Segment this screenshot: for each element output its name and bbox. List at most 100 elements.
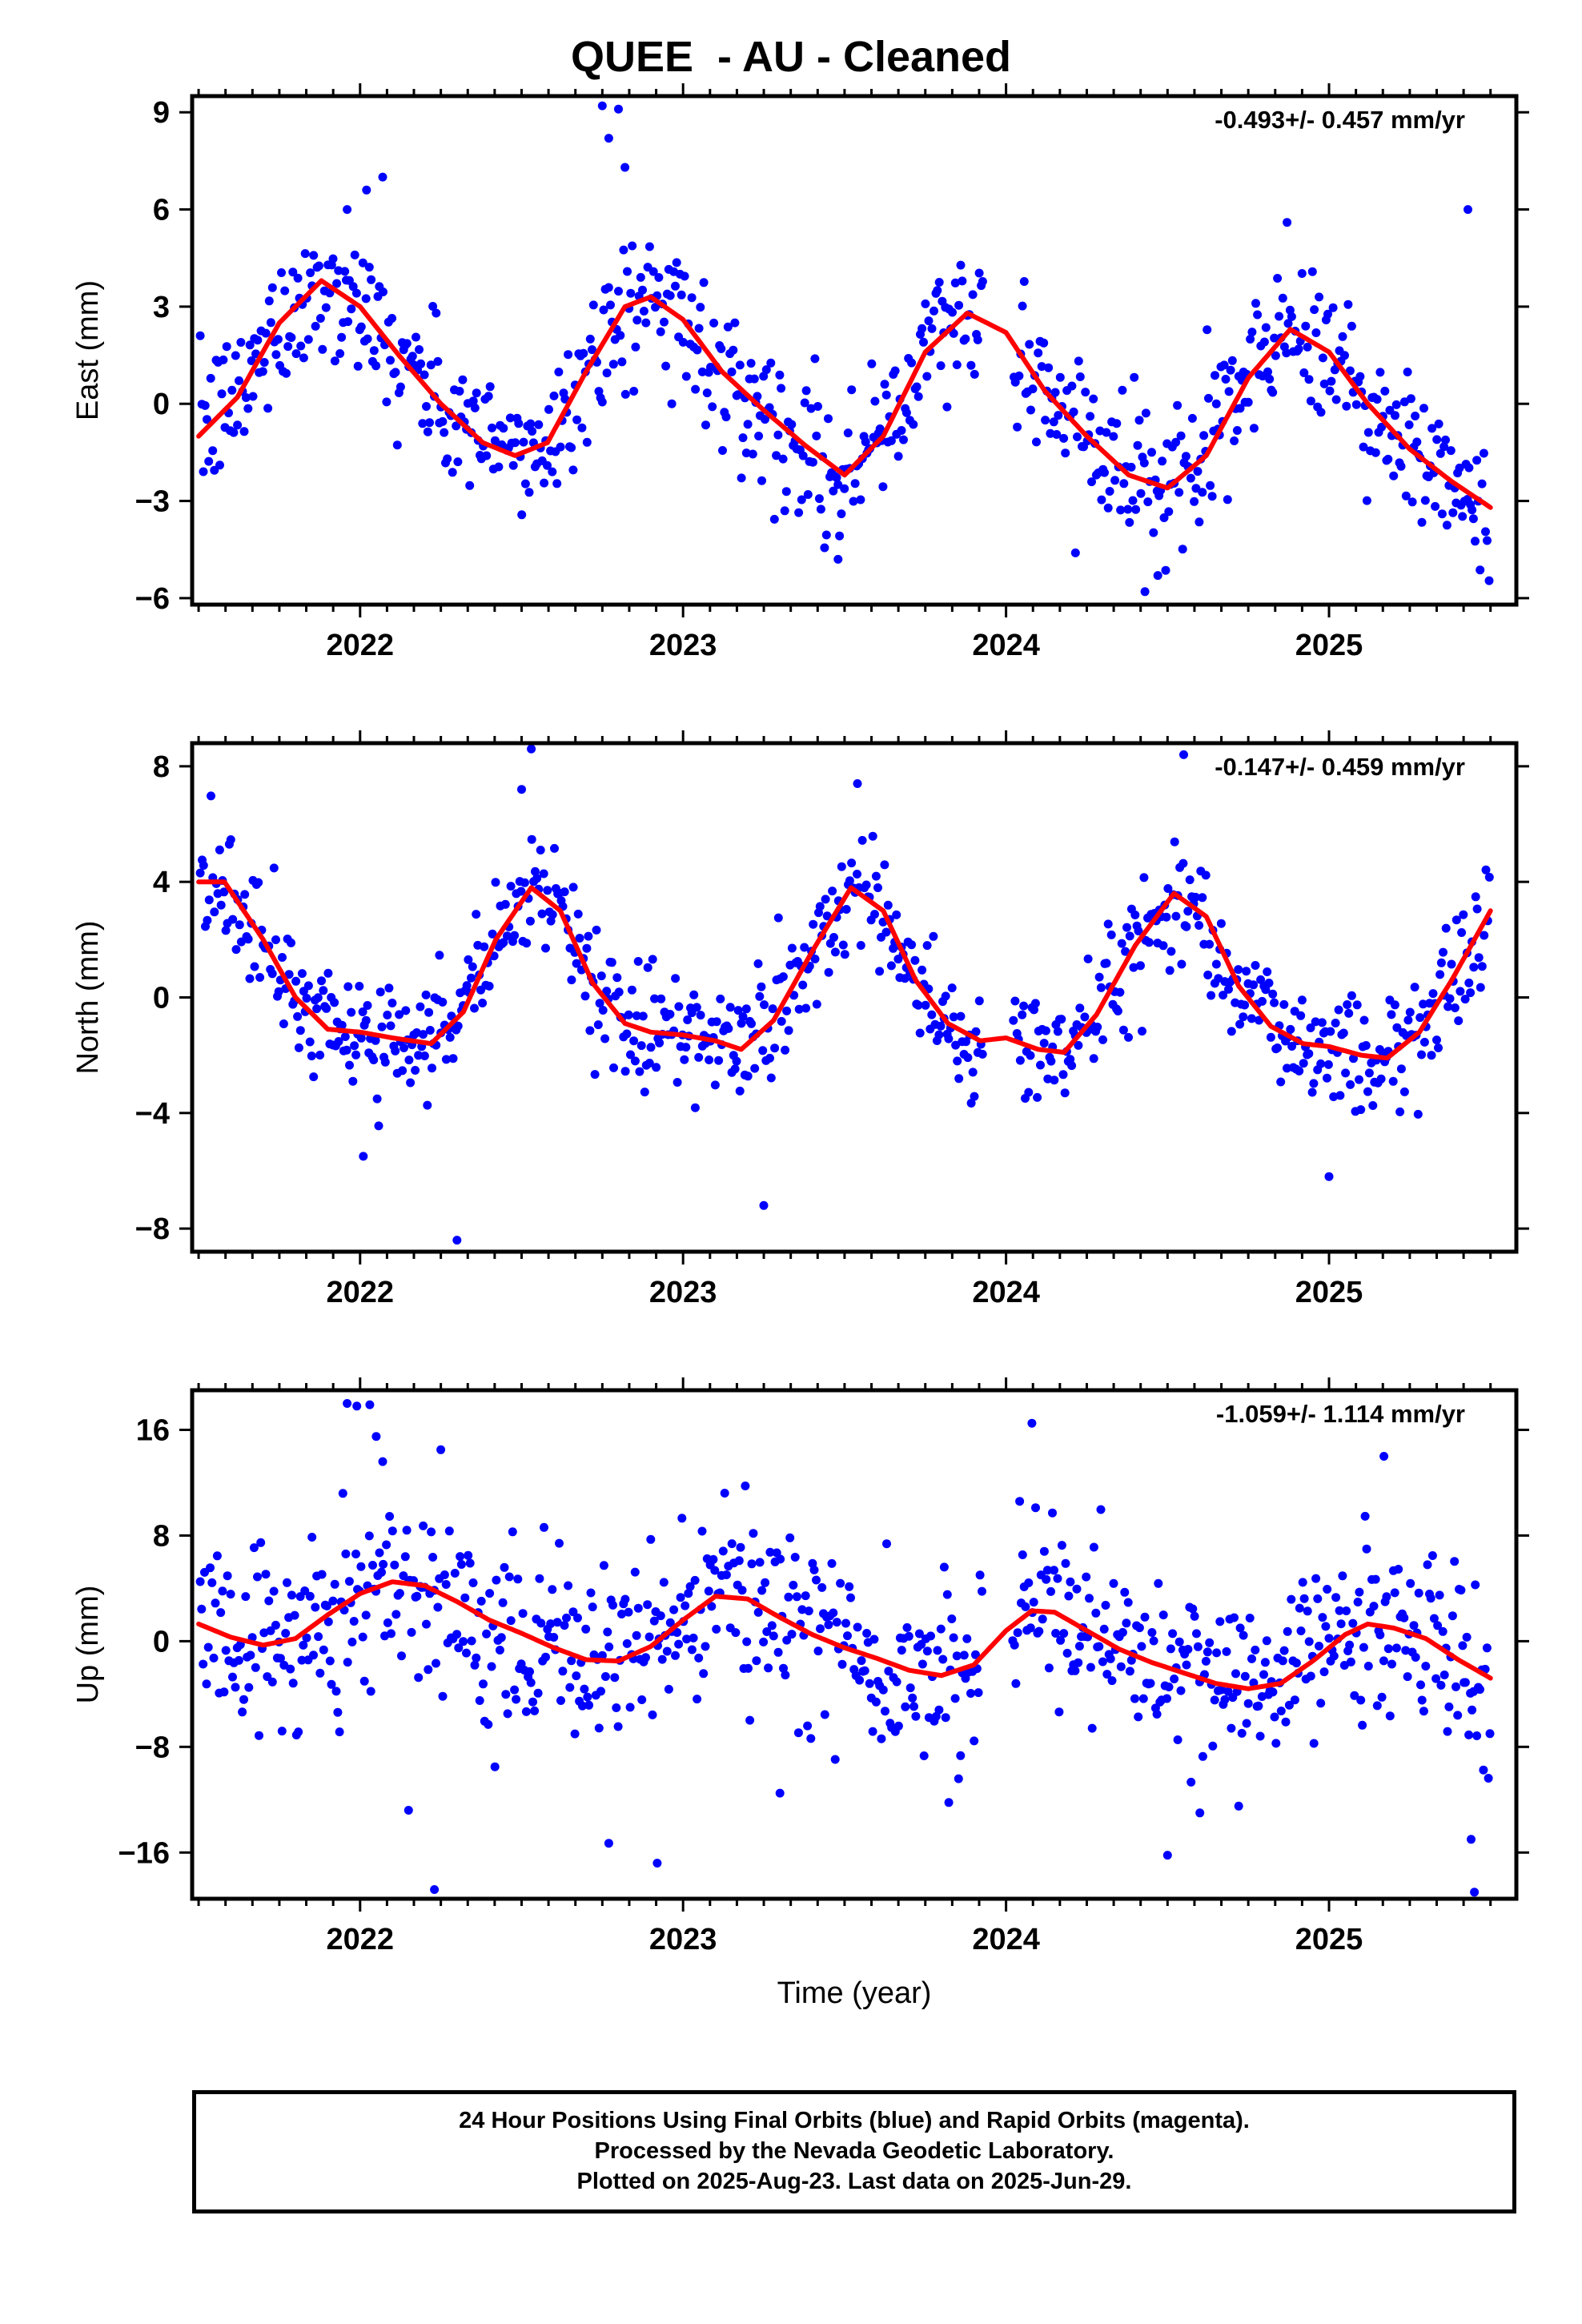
data-point — [356, 1562, 366, 1571]
data-point — [1261, 323, 1271, 332]
data-point — [880, 380, 889, 389]
data-point — [1201, 870, 1211, 880]
data-point — [195, 1577, 205, 1586]
data-point — [1018, 1550, 1027, 1559]
data-point — [641, 318, 651, 328]
data-point — [233, 420, 243, 430]
data-point — [659, 1578, 669, 1587]
data-point — [806, 1734, 816, 1743]
data-point-outlier — [378, 172, 387, 182]
data-point — [773, 430, 783, 440]
data-point — [1324, 1634, 1334, 1643]
data-point — [404, 1055, 414, 1065]
data-point — [503, 931, 512, 941]
data-point — [1103, 919, 1113, 929]
data-point — [402, 1526, 412, 1535]
data-point — [785, 1533, 795, 1542]
data-point — [1048, 1508, 1057, 1518]
data-point — [560, 887, 569, 897]
data-point — [800, 398, 809, 408]
scatter-series — [195, 1399, 1495, 1897]
data-point — [438, 416, 448, 426]
data-point — [564, 1581, 573, 1590]
data-point — [1447, 1611, 1457, 1621]
data-point — [1015, 1055, 1025, 1065]
data-point — [1232, 426, 1242, 435]
data-point — [325, 288, 335, 298]
x-tick-label: 2023 — [649, 629, 717, 662]
data-point — [1101, 1601, 1110, 1610]
data-point — [291, 349, 301, 359]
data-point — [1347, 991, 1356, 1000]
data-point — [1182, 922, 1191, 931]
data-point — [267, 969, 277, 979]
data-point — [801, 386, 811, 396]
data-point — [644, 1059, 654, 1068]
data-point — [871, 871, 881, 881]
data-point — [1443, 1727, 1452, 1736]
data-point — [1372, 1701, 1382, 1711]
data-point — [266, 318, 275, 328]
data-point — [432, 1659, 440, 1668]
data-point — [1387, 1010, 1396, 1019]
data-point — [350, 1041, 359, 1051]
data-point — [1464, 978, 1474, 987]
data-point — [274, 987, 283, 996]
data-point — [1162, 912, 1171, 922]
data-point — [772, 451, 781, 460]
data-point — [567, 975, 576, 985]
data-point — [425, 418, 434, 428]
data-point — [1352, 1000, 1362, 1010]
data-point — [240, 890, 250, 899]
data-point — [470, 1660, 480, 1670]
data-point — [690, 1575, 700, 1585]
data-point — [897, 1646, 906, 1655]
data-point — [709, 318, 719, 328]
data-point — [478, 999, 488, 1007]
data-point — [1086, 412, 1095, 421]
data-point — [952, 1651, 962, 1661]
data-point — [1219, 360, 1229, 370]
data-point — [1421, 1662, 1431, 1671]
data-point — [1074, 356, 1083, 366]
data-point — [1251, 961, 1260, 970]
data-point — [742, 1637, 752, 1647]
data-point — [803, 490, 813, 499]
data-point — [1050, 388, 1060, 397]
data-point — [1420, 496, 1430, 505]
data-point — [1268, 388, 1278, 397]
data-point-outlier — [452, 1236, 462, 1245]
data-point — [746, 359, 756, 368]
data-point — [1301, 321, 1311, 331]
data-point — [1067, 1061, 1077, 1071]
data-point — [1446, 446, 1456, 456]
data-point — [1064, 1591, 1074, 1601]
data-point — [628, 241, 637, 251]
data-point — [1018, 1010, 1027, 1019]
data-point — [1485, 1729, 1495, 1739]
data-point — [835, 531, 845, 541]
data-point — [809, 1565, 819, 1574]
data-point — [1323, 1059, 1333, 1069]
data-point — [769, 514, 779, 524]
data-point — [544, 404, 553, 414]
data-point — [1427, 1051, 1436, 1060]
data-point — [911, 1711, 921, 1721]
data-point — [600, 1034, 610, 1043]
data-point — [677, 1514, 687, 1523]
data-point — [465, 1558, 475, 1568]
data-point — [1481, 527, 1490, 537]
data-point — [950, 1694, 960, 1703]
data-point — [1242, 1719, 1251, 1728]
data-point — [253, 336, 263, 345]
data-point — [721, 412, 731, 422]
data-point — [1436, 1680, 1446, 1690]
data-point — [633, 1603, 643, 1613]
data-point — [738, 1012, 748, 1021]
data-point — [452, 1630, 462, 1639]
data-point — [1106, 1654, 1115, 1663]
data-point-outlier — [1179, 750, 1188, 759]
data-point — [445, 1032, 455, 1042]
data-point — [1484, 872, 1494, 882]
data-point — [845, 876, 854, 886]
